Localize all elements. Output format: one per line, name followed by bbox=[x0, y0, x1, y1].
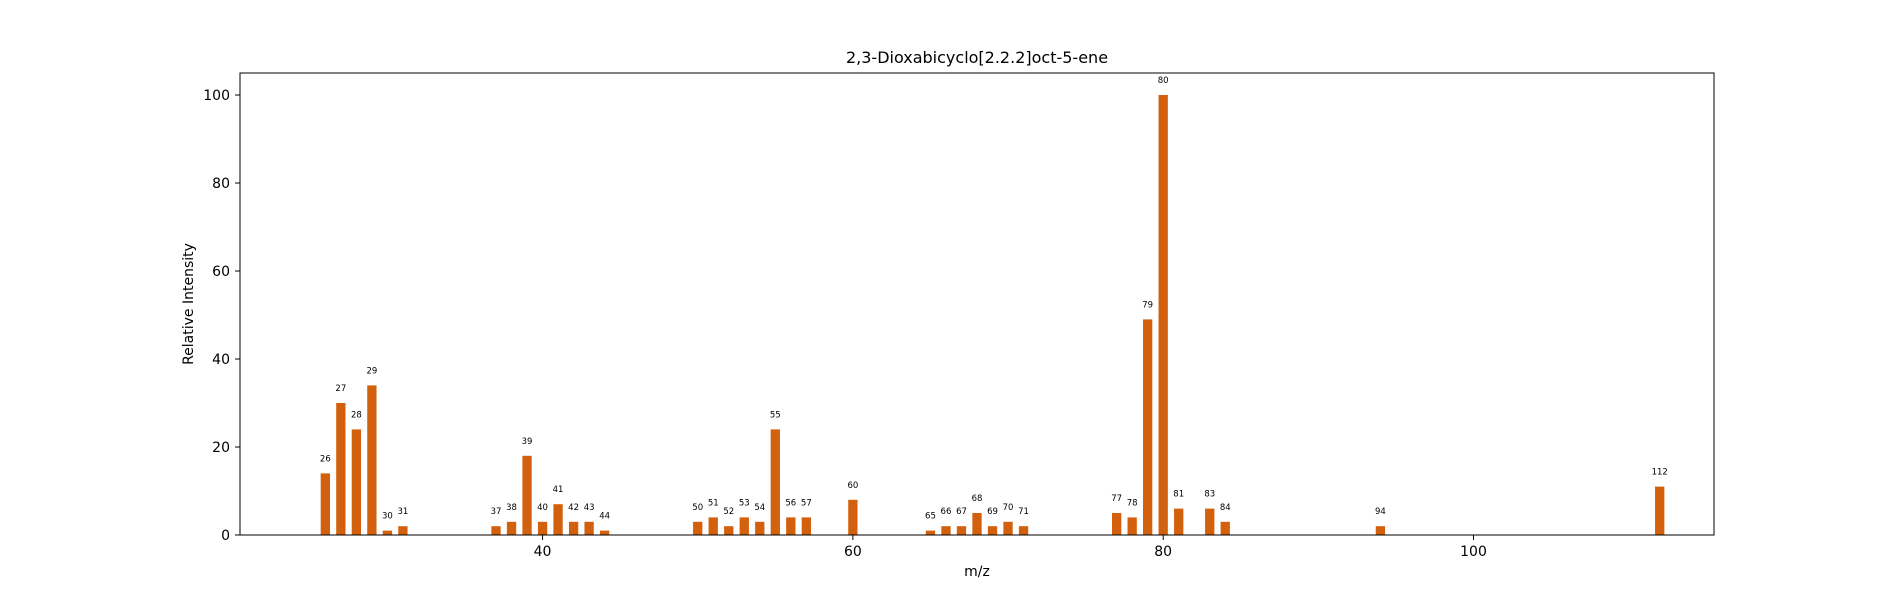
peak-labels-group: 26 27 28 29 30 31 37 38 39 40 41 42 43 44 50 51 52 53 54 55… bbox=[320, 76, 1668, 522]
peak-label-77: 77 bbox=[1111, 494, 1122, 504]
bar-mz-53 bbox=[739, 517, 749, 535]
bar-mz-51 bbox=[708, 517, 718, 535]
bar-mz-78 bbox=[1127, 517, 1137, 535]
peak-label-55: 55 bbox=[770, 410, 781, 420]
bar-mz-27 bbox=[336, 403, 346, 535]
bar-mz-38 bbox=[506, 521, 517, 535]
y-axis-label: Relative Intensity bbox=[181, 243, 197, 365]
bar-mz-44 bbox=[599, 530, 610, 535]
peak-label-50: 50 bbox=[692, 503, 703, 513]
peak-label-39: 39 bbox=[522, 437, 533, 447]
y-tick-label-20: 20 bbox=[212, 440, 230, 456]
y-tick-label-100: 100 bbox=[203, 88, 230, 104]
peak-label-53: 53 bbox=[739, 498, 750, 508]
bar-mz-26 bbox=[320, 473, 330, 535]
peak-label-52: 52 bbox=[723, 507, 734, 517]
chart-title: 2,3-Dioxabicyclo[2.2.2]oct-5-ene bbox=[846, 48, 1108, 67]
peak-label-38: 38 bbox=[506, 503, 517, 513]
peak-label-68: 68 bbox=[972, 494, 983, 504]
peak-label-51: 51 bbox=[708, 498, 719, 508]
peak-label-81: 81 bbox=[1173, 490, 1184, 500]
peak-label-30: 30 bbox=[382, 512, 393, 522]
peak-label-65: 65 bbox=[925, 512, 936, 522]
peak-label-41: 41 bbox=[553, 485, 564, 495]
bar-mz-69 bbox=[987, 526, 998, 535]
bar-mz-83 bbox=[1205, 508, 1215, 535]
bar-mz-30 bbox=[382, 530, 393, 535]
peak-label-79: 79 bbox=[1142, 300, 1153, 310]
bar-mz-52 bbox=[724, 526, 734, 535]
bar-mz-39 bbox=[522, 455, 532, 535]
peak-label-27: 27 bbox=[335, 384, 346, 394]
y-tick-label-40: 40 bbox=[212, 352, 230, 368]
peak-label-31: 31 bbox=[398, 507, 409, 517]
bar-mz-42 bbox=[568, 521, 579, 535]
peak-label-70: 70 bbox=[1003, 503, 1014, 513]
y-axis-ticks: 0 20 40 60 80 100 bbox=[203, 88, 240, 544]
x-tick-label-60: 60 bbox=[844, 544, 862, 560]
peak-label-78: 78 bbox=[1127, 498, 1138, 508]
bar-mz-41 bbox=[553, 504, 563, 535]
peak-label-43: 43 bbox=[584, 503, 595, 513]
peak-label-42: 42 bbox=[568, 503, 579, 513]
bar-mz-56 bbox=[786, 517, 796, 535]
bar-mz-37 bbox=[491, 526, 501, 535]
bar-mz-71 bbox=[1018, 526, 1029, 535]
bar-mz-65 bbox=[925, 530, 936, 535]
x-tick-label-40: 40 bbox=[534, 544, 552, 560]
bar-mz-50 bbox=[693, 521, 703, 535]
peak-label-56: 56 bbox=[785, 498, 796, 508]
peak-label-94: 94 bbox=[1375, 507, 1386, 517]
bars-group bbox=[320, 95, 1665, 535]
bar-mz-70 bbox=[1003, 521, 1013, 535]
y-tick-label-80: 80 bbox=[212, 176, 230, 192]
plot-frame bbox=[239, 72, 1715, 536]
peak-label-80: 80 bbox=[1158, 76, 1169, 86]
bar-mz-31 bbox=[398, 526, 408, 535]
peak-label-29: 29 bbox=[366, 366, 377, 376]
bar-mz-54 bbox=[755, 521, 765, 535]
bar-mz-60 bbox=[848, 499, 858, 535]
bar-mz-40 bbox=[537, 521, 548, 535]
x-tick-label-100: 100 bbox=[1460, 544, 1487, 560]
peak-label-26: 26 bbox=[320, 454, 331, 464]
peak-label-54: 54 bbox=[754, 503, 765, 513]
peak-label-69: 69 bbox=[987, 507, 998, 517]
y-tick-label-60: 60 bbox=[212, 264, 230, 280]
peak-label-66: 66 bbox=[941, 507, 952, 517]
bar-mz-43 bbox=[584, 521, 594, 535]
peak-label-84: 84 bbox=[1220, 503, 1231, 513]
peak-label-60: 60 bbox=[847, 481, 858, 491]
bar-mz-84 bbox=[1220, 521, 1230, 535]
peak-label-71: 71 bbox=[1018, 507, 1029, 517]
bar-mz-79 bbox=[1143, 319, 1153, 535]
bar-mz-94 bbox=[1375, 526, 1386, 535]
x-tick-label-80: 80 bbox=[1154, 544, 1172, 560]
bar-mz-81 bbox=[1174, 508, 1184, 535]
bar-mz-55 bbox=[770, 429, 780, 535]
bar-mz-29 bbox=[367, 385, 377, 535]
bar-mz-77 bbox=[1111, 513, 1122, 535]
bar-mz-68 bbox=[972, 513, 982, 535]
bar-mz-112 bbox=[1655, 486, 1665, 535]
peak-label-44: 44 bbox=[599, 512, 610, 522]
bar-mz-57 bbox=[801, 517, 811, 535]
peak-label-112: 112 bbox=[1652, 468, 1668, 478]
bar-mz-67 bbox=[956, 526, 967, 535]
x-axis-label: m/z bbox=[964, 564, 990, 580]
peak-label-83: 83 bbox=[1204, 490, 1215, 500]
peak-label-37: 37 bbox=[491, 507, 502, 517]
peak-label-57: 57 bbox=[801, 498, 812, 508]
x-axis-ticks: 40 60 80 100 bbox=[534, 535, 1487, 560]
y-tick-label-0: 0 bbox=[221, 528, 230, 544]
peak-label-40: 40 bbox=[537, 503, 548, 513]
bar-mz-66 bbox=[941, 526, 951, 535]
peak-label-28: 28 bbox=[351, 410, 362, 420]
peak-label-67: 67 bbox=[956, 507, 967, 517]
bar-mz-28 bbox=[351, 429, 362, 535]
bar-mz-80 bbox=[1158, 95, 1168, 535]
